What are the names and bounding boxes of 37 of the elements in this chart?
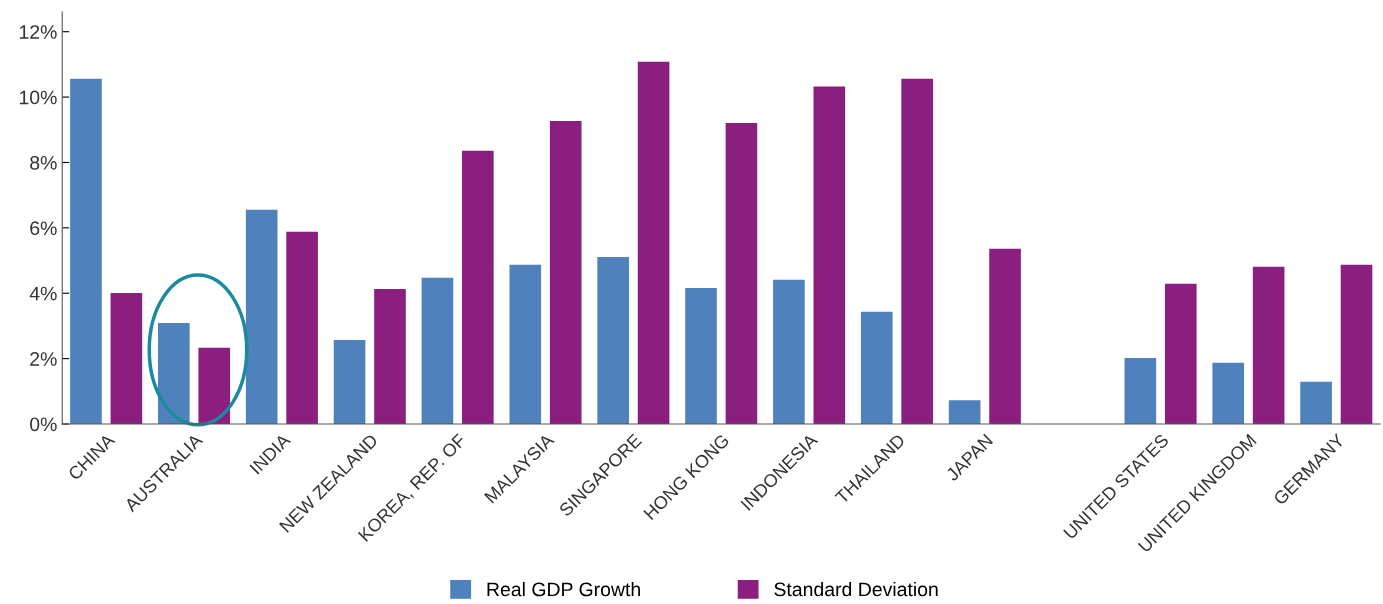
bar bbox=[597, 256, 629, 425]
y-tick-label: 8% bbox=[30, 155, 57, 170]
bar bbox=[773, 279, 805, 425]
legend-label: Real GDP Growth bbox=[487, 581, 640, 597]
y-tick-label: 6% bbox=[30, 221, 57, 236]
bar bbox=[509, 264, 542, 425]
bar bbox=[1300, 381, 1332, 425]
y-tick-label: 2% bbox=[30, 352, 57, 366]
y-tick-label: 10% bbox=[19, 90, 57, 105]
bar bbox=[989, 248, 1021, 425]
y-tick-label: 0% bbox=[30, 417, 57, 432]
bar bbox=[158, 322, 190, 425]
legend-label: Standard Deviation bbox=[774, 581, 938, 597]
bar bbox=[333, 339, 366, 425]
bar bbox=[1252, 266, 1285, 425]
bar bbox=[374, 288, 406, 425]
bar bbox=[1124, 357, 1157, 425]
bar bbox=[70, 78, 102, 425]
bar bbox=[462, 150, 494, 425]
bar bbox=[1164, 283, 1197, 425]
bar bbox=[685, 288, 717, 425]
bar bbox=[198, 347, 231, 425]
y-tick-label: 12% bbox=[19, 25, 57, 39]
y-tick-label: 4% bbox=[29, 286, 57, 301]
bar bbox=[860, 311, 893, 425]
bar bbox=[637, 61, 670, 425]
bar bbox=[245, 209, 278, 425]
bar bbox=[813, 86, 846, 425]
bar bbox=[421, 277, 454, 425]
bar bbox=[901, 78, 933, 425]
bar bbox=[1212, 362, 1245, 425]
bar bbox=[286, 231, 318, 425]
bar bbox=[1340, 264, 1373, 425]
bar bbox=[110, 292, 143, 425]
bar bbox=[549, 120, 582, 425]
bar bbox=[948, 400, 981, 425]
bar bbox=[725, 122, 758, 425]
